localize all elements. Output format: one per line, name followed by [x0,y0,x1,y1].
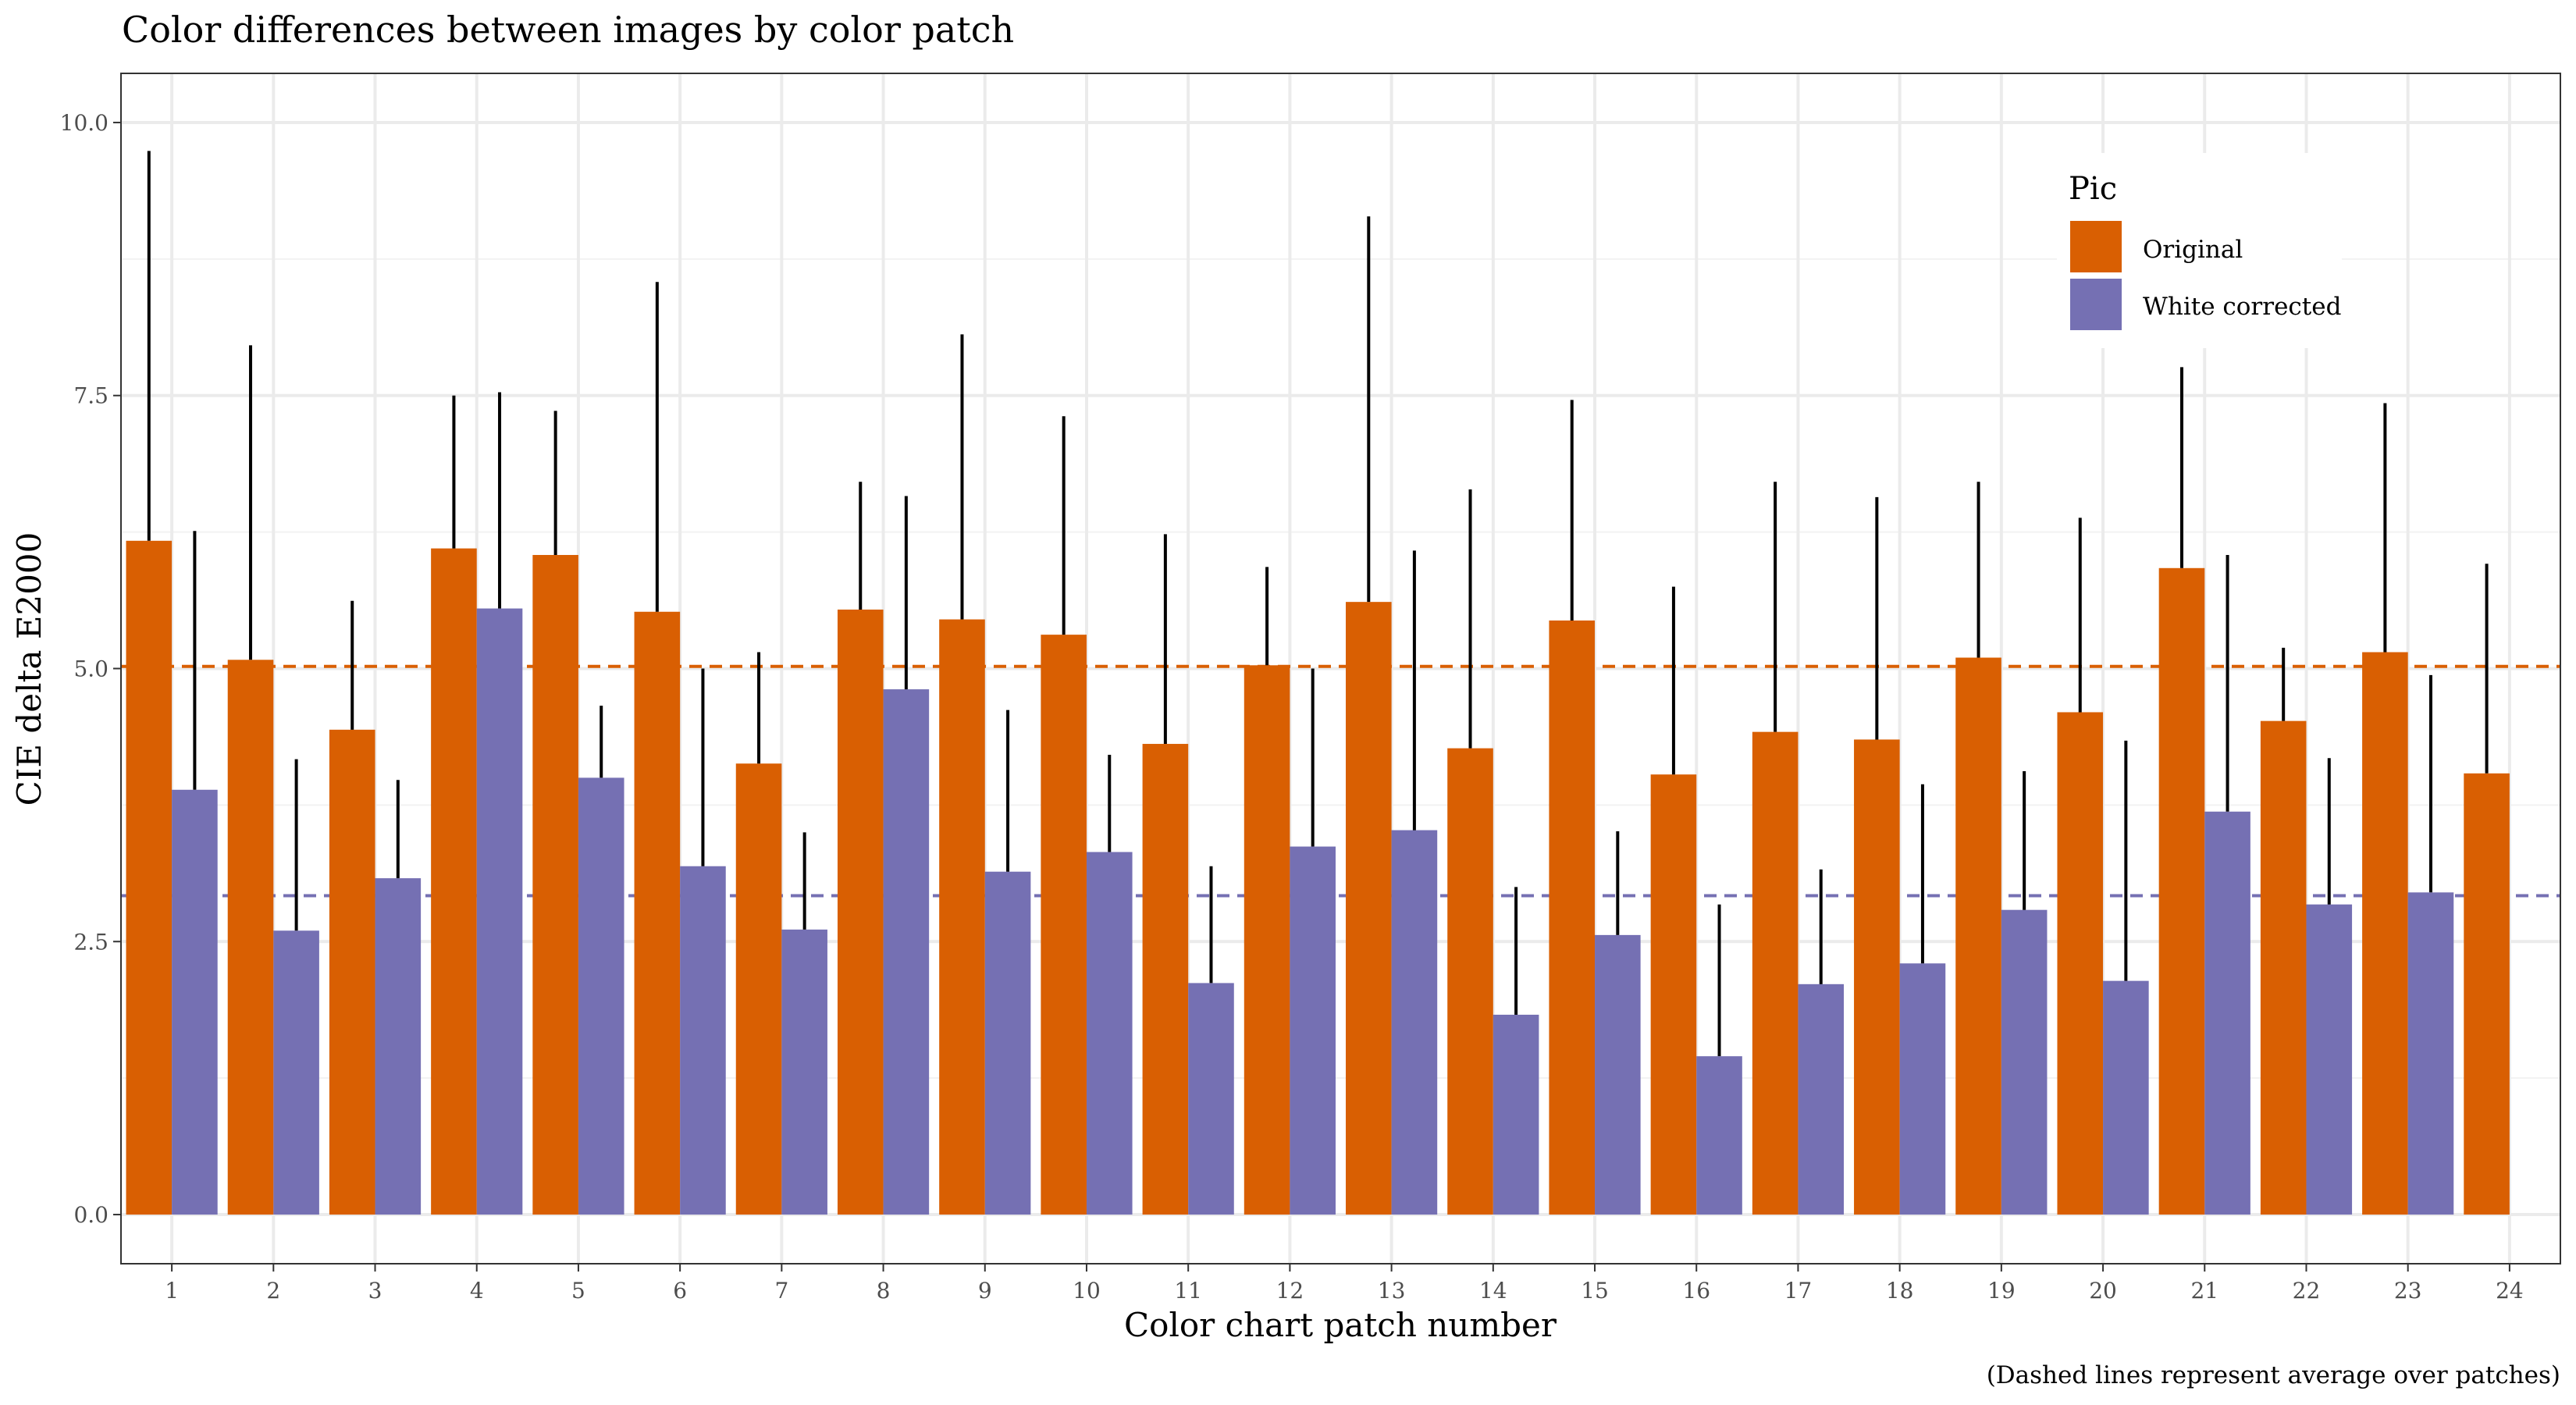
bar-white-corrected-5 [578,777,624,1215]
x-tick-label: 7 [774,1278,788,1304]
bar-original-17 [1752,731,1799,1215]
bar-original-21 [2158,567,2205,1215]
x-tick-label: 11 [1174,1278,1202,1304]
y-tick-label: 10.0 [60,110,109,136]
x-tick-label: 8 [877,1278,891,1304]
x-tick-label: 5 [571,1278,585,1304]
chart-caption: (Dashed lines represent average over pat… [1987,1361,2560,1389]
bar-original-8 [837,609,884,1215]
y-tick-label: 2.5 [73,929,109,955]
x-tick-label: 4 [470,1278,484,1304]
bar-white-corrected-11 [1188,983,1234,1215]
y-tick-label: 0.0 [73,1202,109,1228]
x-tick-label: 3 [368,1278,382,1304]
legend-key-original [2070,221,2122,272]
mean-lines [121,664,2560,898]
bar-original-24 [2464,773,2510,1215]
x-tick-label: 18 [1886,1278,1914,1304]
bar-white-corrected-1 [172,789,218,1215]
legend: Pic Original White corrected [2057,153,2342,348]
bar-white-corrected-16 [1696,1056,1742,1215]
bar-original-6 [634,611,681,1215]
x-tick-label: 10 [1073,1278,1101,1304]
x-tick-label: 21 [2190,1278,2218,1304]
bar-original-15 [1549,620,1596,1215]
x-tick-label: 12 [1276,1278,1304,1304]
legend-label-white-corrected: White corrected [2143,293,2341,321]
bar-original-3 [329,729,375,1215]
legend-label-original: Original [2143,236,2243,264]
x-tick-label: 1 [165,1278,179,1304]
x-tick-label: 22 [2293,1278,2321,1304]
bar-white-corrected-10 [1086,852,1133,1215]
x-tick-label: 14 [1479,1278,1507,1304]
bar-original-12 [1244,665,1290,1215]
bar-original-23 [2362,652,2408,1215]
x-axis-title: Color chart patch number [1124,1306,1557,1344]
x-tick-label: 20 [2089,1278,2117,1304]
bar-original-5 [532,554,578,1215]
y-tick-label: 7.5 [73,383,109,409]
bar-original-2 [227,660,274,1215]
bar-white-corrected-22 [2306,904,2353,1215]
bar-white-corrected-3 [375,878,422,1215]
bar-original-22 [2260,720,2307,1215]
bar-white-corrected-6 [680,866,726,1215]
bar-white-corrected-21 [2204,811,2250,1215]
bar-white-corrected-13 [1391,830,1438,1215]
bar-original-7 [735,763,782,1215]
x-tick-label: 13 [1378,1278,1406,1304]
legend-key-white-corrected [2070,279,2122,330]
bar-white-corrected-23 [2407,892,2454,1215]
x-tick-label: 19 [1987,1278,2016,1304]
bar-white-corrected-7 [781,929,827,1215]
bar-original-11 [1142,744,1189,1215]
legend-title: Pic [2069,171,2117,207]
bar-white-corrected-20 [2103,980,2149,1215]
y-axis: 0.0 2.5 5.0 7.5 10.0 [60,110,121,1228]
bar-original-10 [1041,635,1087,1215]
x-tick-label: 2 [266,1278,280,1304]
bar-original-9 [939,619,985,1215]
chart-title: Color differences between images by colo… [122,9,1014,51]
bar-white-corrected-17 [1798,984,1845,1215]
bar-original-4 [431,548,477,1215]
bar-white-corrected-14 [1493,1015,1539,1215]
bar-original-16 [1650,774,1697,1215]
bar-white-corrected-12 [1290,846,1336,1215]
bar-original-13 [1346,602,1392,1215]
bar-white-corrected-8 [883,689,930,1215]
x-tick-label: 24 [2496,1278,2524,1304]
x-tick-label: 17 [1784,1278,1813,1304]
bar-white-corrected-15 [1595,934,1641,1215]
x-tick-label: 6 [673,1278,687,1304]
y-tick-label: 5.0 [73,656,109,682]
error-bars [147,151,2489,1057]
bar-white-corrected-9 [984,871,1031,1215]
x-axis: 1 2 3 4 5 6 7 8 9 10 11 12 13 14 15 16 17 18 19 20 21 22 23 24 [165,1264,2524,1304]
y-axis-title: CIE delta E2000 [10,532,48,806]
x-tick-label: 9 [978,1278,992,1304]
bars [126,540,2510,1215]
bar-white-corrected-4 [476,608,523,1215]
bar-original-19 [1955,657,2001,1215]
bar-original-18 [1854,739,1900,1215]
x-tick-label: 16 [1682,1278,1710,1304]
x-tick-label: 23 [2394,1278,2422,1304]
bar-white-corrected-18 [1899,963,1946,1215]
bar-original-1 [126,540,173,1215]
bar-original-14 [1447,748,1493,1215]
bar-white-corrected-2 [273,930,319,1215]
bar-white-corrected-19 [2001,909,2048,1215]
bar-original-20 [2057,712,2104,1215]
x-tick-label: 15 [1581,1278,1609,1304]
